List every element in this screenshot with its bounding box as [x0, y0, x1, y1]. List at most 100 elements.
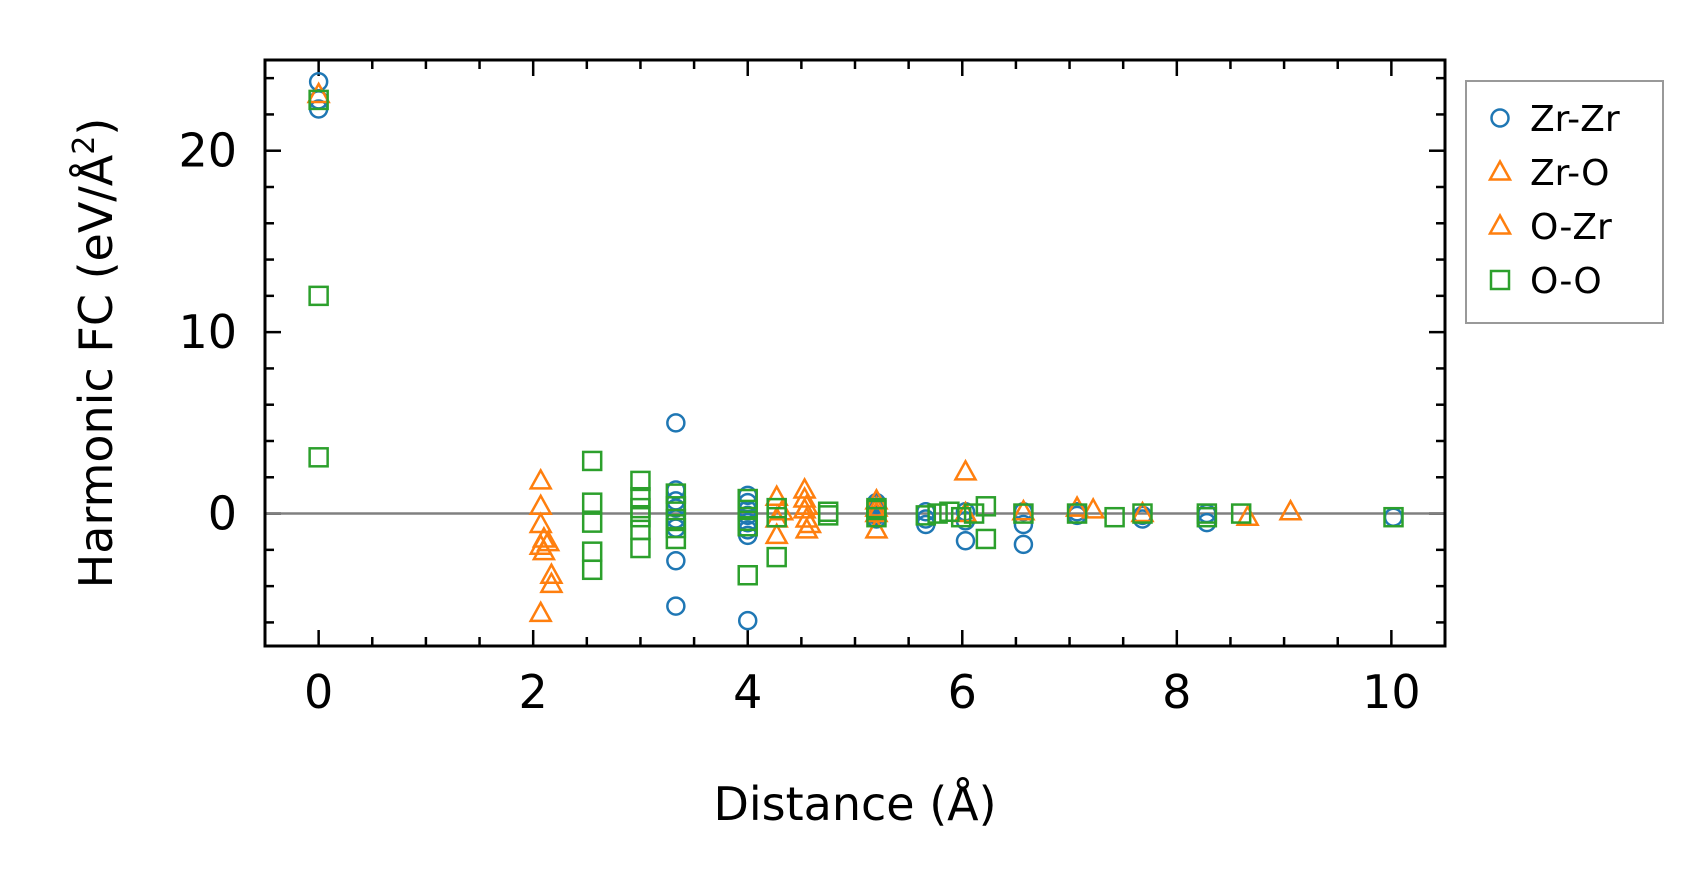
data-point-square [1013, 503, 1034, 524]
y-tick-label: 20 [178, 124, 237, 178]
x-tick-label: 10 [1362, 665, 1421, 719]
x-tick-label: 4 [733, 665, 762, 719]
data-point-square [1104, 506, 1125, 528]
data-point-square [817, 505, 839, 526]
legend-label: Zr-Zr [1530, 99, 1620, 140]
legend-label: O-Zr [1530, 207, 1612, 248]
data-point-square [737, 564, 758, 586]
legend-marker-circle [1490, 108, 1510, 128]
data-point-circle [737, 610, 758, 631]
y-tick-label: 0 [208, 487, 237, 541]
data-point-square [581, 492, 603, 513]
data-point-triangle [769, 498, 795, 521]
data-point-triangle [531, 525, 557, 548]
data-point-square [665, 483, 687, 504]
data-point-triangle [953, 458, 978, 481]
data-point-square [737, 488, 758, 510]
data-point-triangle [1235, 504, 1260, 526]
data-points [306, 72, 1404, 631]
data-point-triangle [764, 522, 789, 545]
data-point-triangle [1011, 498, 1036, 521]
data-point-square [630, 537, 651, 559]
data-point-circle [1013, 514, 1034, 535]
data-point-triangle [1130, 500, 1155, 523]
data-point-square [665, 528, 687, 550]
data-point-square [630, 486, 651, 508]
data-point-square [915, 505, 937, 526]
data-point-triangle [1081, 496, 1106, 519]
data-point-square [963, 503, 985, 524]
data-point-square [581, 541, 603, 562]
data-point-square [1132, 503, 1153, 524]
data-point-triangle [528, 511, 553, 534]
data-point-triangle [528, 467, 553, 490]
data-point-triangle [536, 529, 561, 552]
data-point-square [581, 512, 603, 533]
y-axis-label-close: ) [69, 118, 123, 136]
legend-marker-triangle [1487, 158, 1513, 181]
data-point-circle [666, 596, 686, 616]
y-tick-label: 10 [178, 305, 237, 359]
legend-label: Zr-O [1530, 153, 1610, 194]
data-point-square [1383, 506, 1404, 528]
series-zr-o [306, 81, 1303, 594]
data-point-square [939, 501, 960, 522]
legend-entry: O-O [1489, 261, 1602, 302]
data-point-square [1066, 503, 1088, 524]
series-o-zr [528, 493, 889, 623]
data-point-square [581, 450, 603, 472]
data-point-square [308, 285, 329, 307]
x-tick-label: 0 [304, 665, 333, 719]
legend-entry: Zr-O [1487, 153, 1610, 194]
data-point-square [737, 516, 758, 537]
data-point-square [975, 528, 997, 550]
data-point-triangle [792, 485, 817, 508]
data-point-circle [1383, 507, 1404, 527]
data-point-square [630, 519, 651, 541]
data-point-circle [955, 531, 976, 551]
legend: Zr-Zr Zr-O O-Zr O-O [1465, 80, 1664, 324]
data-point-triangle [864, 516, 889, 539]
legend-box [1465, 80, 1664, 324]
data-point-circle [666, 550, 686, 571]
plot-frame [263, 58, 1447, 648]
data-point-square [665, 517, 687, 539]
data-point-triangle [306, 81, 331, 104]
data-point-square [630, 470, 651, 492]
data-point-square [1230, 503, 1252, 524]
legend-marker-square [1489, 269, 1511, 291]
data-point-triangle [797, 511, 823, 534]
data-point-triangle [528, 493, 553, 516]
x-tick-label: 2 [519, 665, 548, 719]
data-point-triangle [794, 493, 819, 516]
data-point-triangle [764, 484, 789, 506]
y-axis-label-superscript: 2 [67, 136, 102, 155]
legend-marker-triangle [1487, 212, 1513, 235]
y-axis-label: Harmonic FC (eV/Å2) [67, 118, 123, 589]
data-point-triangle [1064, 495, 1090, 517]
x-tick-label: 8 [1162, 665, 1191, 719]
data-point-square [766, 546, 787, 568]
data-point-triangle [1278, 498, 1303, 521]
data-point-square [308, 447, 329, 468]
data-point-circle [666, 413, 686, 433]
y-axis-label-main: Harmonic FC (eV/Å [69, 154, 123, 588]
data-point-square [581, 559, 603, 581]
data-point-square [975, 496, 997, 517]
data-point-square [766, 506, 787, 528]
series-zr-zr [308, 72, 1404, 631]
data-point-square [737, 499, 758, 521]
series-o-o [308, 89, 1404, 586]
data-point-square [950, 506, 972, 528]
data-point-square [630, 506, 651, 528]
data-point-triangle [864, 495, 889, 517]
legend-entry: Zr-Zr [1490, 99, 1620, 140]
data-point-square [866, 497, 887, 519]
data-point-square [1196, 506, 1218, 528]
x-axis-label: Distance (Å) [713, 777, 996, 831]
data-point-triangle [539, 571, 564, 594]
data-point-triangle [528, 600, 553, 623]
data-point-triangle [539, 562, 564, 584]
x-tick-label: 6 [948, 665, 977, 719]
